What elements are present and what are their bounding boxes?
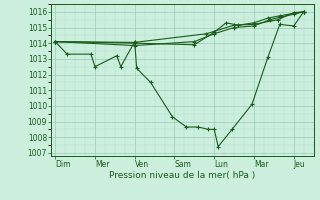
X-axis label: Pression niveau de la mer( hPa ): Pression niveau de la mer( hPa ): [109, 171, 256, 180]
